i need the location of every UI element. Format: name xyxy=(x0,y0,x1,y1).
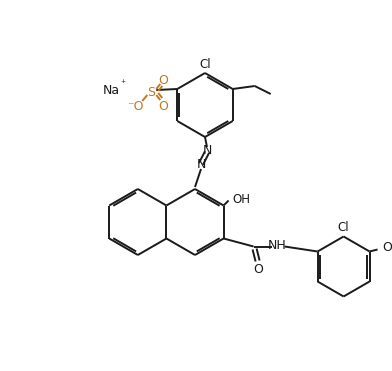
Text: O: O xyxy=(158,73,168,86)
Text: N: N xyxy=(202,144,212,158)
Text: O: O xyxy=(254,263,263,276)
Text: O: O xyxy=(158,99,168,112)
Text: Na: Na xyxy=(103,83,120,96)
Text: Cl: Cl xyxy=(199,58,211,70)
Text: OH: OH xyxy=(232,193,250,206)
Text: Cl: Cl xyxy=(338,221,349,234)
Text: ⁺: ⁺ xyxy=(121,79,126,89)
Text: O: O xyxy=(383,241,392,254)
Text: N: N xyxy=(196,158,206,171)
Text: NH: NH xyxy=(268,239,287,252)
Text: ⁻O: ⁻O xyxy=(127,99,143,112)
Text: S: S xyxy=(147,85,155,98)
